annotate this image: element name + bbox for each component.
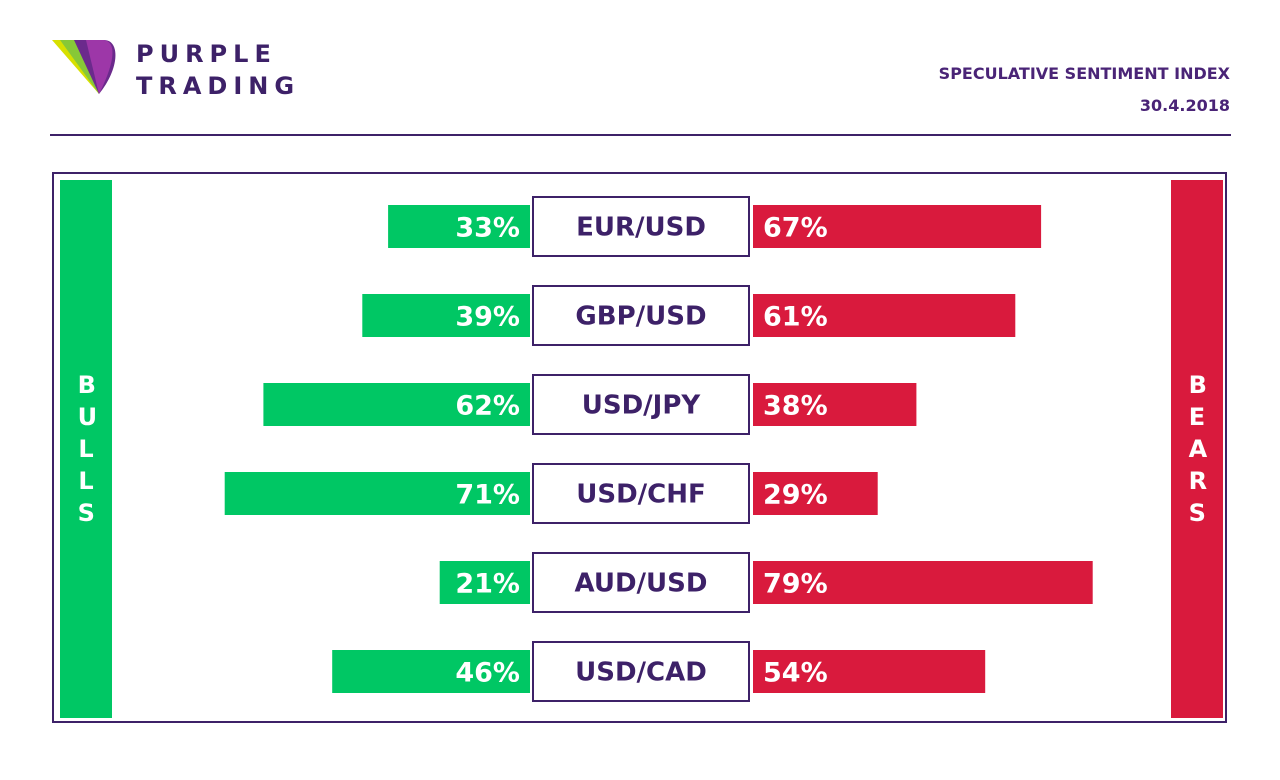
header-info: SPECULATIVE SENTIMENT INDEX 30.4.2018	[939, 58, 1230, 122]
brand-name: PURPLE TRADING	[136, 38, 300, 102]
purple-trading-logo-icon	[52, 40, 116, 94]
brand-line-1: PURPLE	[136, 40, 277, 68]
chart-frame	[52, 172, 1227, 723]
brand-line-2: TRADING	[136, 72, 301, 100]
index-date: 30.4.2018	[1139, 96, 1230, 115]
bears-side-label: BEARS	[1171, 180, 1223, 718]
bulls-side-label: BULLS	[60, 180, 112, 718]
header-divider	[50, 134, 1231, 136]
index-title: SPECULATIVE SENTIMENT INDEX	[938, 64, 1230, 83]
bears-label-text: BEARS	[1188, 371, 1208, 527]
bulls-label-text: BULLS	[77, 371, 98, 527]
